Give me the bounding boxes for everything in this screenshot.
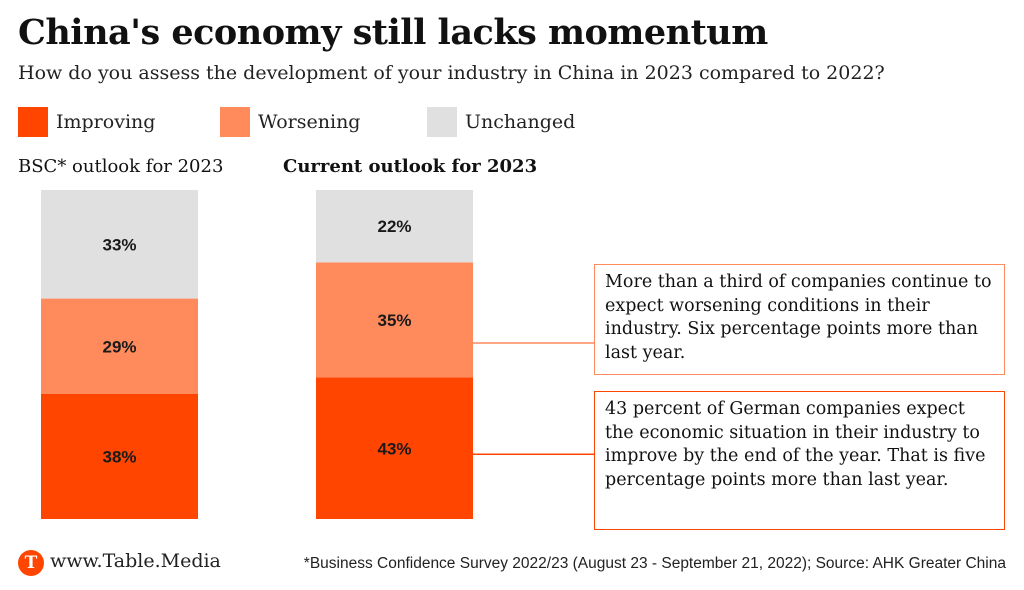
category-label-bsc: BSC* outlook for 2023	[18, 156, 224, 177]
data-label-bsc-worsening: 29%	[102, 337, 136, 356]
legend-swatch-unchanged	[427, 107, 457, 137]
table-media-logo: T	[18, 550, 44, 576]
footer-source-note: *Business Confidence Survey 2022/23 (Aug…	[303, 555, 1006, 572]
data-label-current-worsening: 35%	[377, 311, 411, 330]
chart-subtitle: How do you assess the development of you…	[18, 62, 885, 84]
bar-segment-bsc-improving	[41, 393, 198, 519]
bar-segment-current-worsening	[316, 262, 473, 378]
legend-label-worsening: Worsening	[258, 111, 361, 133]
footer-site[interactable]: www.Table.Media	[50, 550, 221, 572]
legend-item-worsening: Worsening	[220, 106, 360, 138]
bar-segment-bsc-unchanged	[41, 190, 198, 299]
bar-segment-current-improving	[316, 377, 473, 519]
bar-segment-bsc-worsening	[41, 298, 198, 394]
callout-worsening: More than a third of companies continue …	[594, 264, 1005, 375]
callout-improving: 43 percent of German companies expect th…	[594, 391, 1005, 530]
legend-swatch-improving	[18, 107, 48, 137]
data-label-current-improving: 43%	[377, 439, 411, 458]
chart-title: China's economy still lacks momentum	[18, 12, 768, 53]
data-label-current-unchanged: 22%	[377, 217, 411, 236]
legend-label-unchanged: Unchanged	[465, 111, 576, 133]
bar-segment-current-unchanged	[316, 190, 473, 263]
legend-label-improving: Improving	[56, 111, 156, 133]
legend-item-improving: Improving	[18, 106, 155, 138]
legend-swatch-worsening	[220, 107, 250, 137]
legend-item-unchanged: Unchanged	[427, 106, 575, 138]
category-label-current: Current outlook for 2023	[283, 156, 538, 177]
data-label-bsc-improving: 38%	[102, 447, 136, 466]
data-label-bsc-unchanged: 33%	[102, 235, 136, 254]
